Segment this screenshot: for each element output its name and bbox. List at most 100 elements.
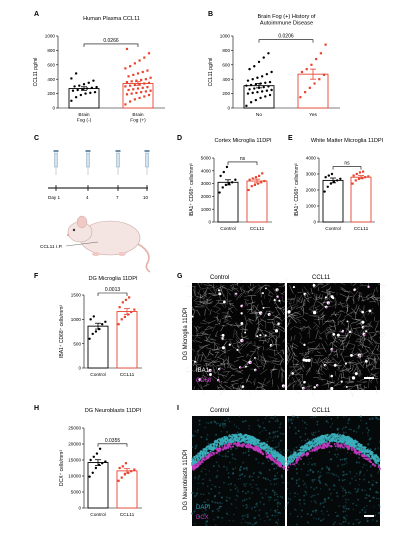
micrograph-process (302, 299, 305, 306)
micrograph-granule-cell (222, 440, 224, 443)
micrograph-dapi-nucleus (208, 478, 211, 480)
micrograph-process (368, 342, 372, 346)
micrograph-dapi-nucleus (225, 419, 227, 422)
micrograph-granule-cell (336, 435, 339, 438)
micrograph-process (253, 305, 261, 313)
chart-e-point (339, 177, 342, 180)
chart-h-point (121, 465, 124, 468)
micrograph-process (297, 320, 302, 324)
chart-d-point (227, 182, 231, 185)
micrograph-dapi-nucleus (220, 431, 223, 433)
micrograph-process (278, 285, 288, 287)
micrograph-dapi-nucleus (319, 502, 322, 505)
micrograph-process (262, 352, 264, 357)
micrograph-process (342, 287, 350, 294)
micrograph-process (202, 351, 207, 359)
micrograph-dapi-nucleus (312, 510, 315, 513)
micrograph-process (293, 294, 297, 304)
micrograph-process (341, 317, 346, 325)
micrograph-process (342, 305, 349, 309)
chart-b-point (268, 80, 272, 84)
chart-e-point (354, 179, 357, 182)
micrograph-process (232, 387, 243, 391)
micrograph-dapi-nucleus (286, 449, 289, 452)
micrograph-process (317, 378, 326, 380)
micrograph-dapi-nucleus (195, 445, 198, 448)
micrograph-granule-cell (241, 439, 243, 441)
chart-h-point (133, 468, 136, 471)
micrograph-granule-cell (308, 446, 311, 449)
chart-a-point (124, 85, 127, 88)
micrograph-process (223, 294, 228, 302)
micrograph-granule-cell (231, 434, 234, 436)
micrograph-granule-cell (220, 438, 224, 441)
micrograph-granule-cell (366, 449, 369, 452)
micrograph-dapi-nucleus (267, 496, 270, 498)
micrograph-dcx-cell (265, 455, 268, 458)
micrograph-dapi-nucleus (275, 477, 278, 480)
micrograph-dapi-nucleus (253, 506, 256, 509)
micrograph-granule-cell (348, 440, 351, 443)
micrograph-dapi-nucleus (259, 518, 261, 520)
micrograph-process (247, 305, 255, 313)
micrograph-dapi-nucleus (332, 473, 336, 476)
micrograph-process (318, 344, 321, 348)
micrograph-process (320, 365, 328, 371)
chart-a-point (135, 91, 138, 94)
micrograph-dapi-nucleus (274, 420, 277, 423)
micrograph-dapi-nucleus (214, 501, 217, 504)
micrograph-process (345, 342, 355, 345)
micrograph-process (346, 362, 354, 364)
micrograph-granule-cell (203, 448, 206, 451)
micrograph-granule-cell (229, 438, 232, 441)
micrograph-dapi-nucleus (364, 496, 367, 499)
micrograph-dapi-nucleus (202, 510, 204, 513)
micrograph-dapi-nucleus (237, 478, 240, 481)
micrograph-process (204, 328, 213, 330)
micrograph-dapi-nucleus (276, 524, 279, 527)
micrograph-dapi-nucleus (289, 492, 291, 495)
micrograph-granule-cell (262, 442, 265, 445)
micrograph-dcx-cell (215, 451, 218, 455)
micrograph-granule-cell (343, 437, 346, 440)
chart-b-point (270, 88, 273, 92)
micrograph-dapi-nucleus (280, 474, 283, 477)
micrograph-dapi-nucleus (305, 484, 307, 487)
chart-a-point (92, 79, 95, 82)
micrograph-dapi-nucleus (276, 498, 278, 501)
micrograph-granule-cell (236, 437, 239, 440)
micrograph-dapi-nucleus (363, 474, 366, 477)
micrograph-dcx-cell (259, 450, 262, 453)
micrograph-dapi-nucleus (266, 415, 268, 418)
chart-b-point (319, 52, 322, 55)
micrograph-dapi-nucleus (208, 492, 210, 495)
micrograph-dapi-nucleus (342, 510, 345, 513)
micrograph-soma (222, 300, 226, 304)
micrograph-dapi-nucleus (281, 496, 284, 499)
micrograph-process (202, 289, 208, 298)
micrograph-dapi-nucleus (193, 492, 195, 494)
micrograph-soma (221, 333, 225, 337)
micrograph-process (299, 353, 304, 355)
chart-a-point (129, 65, 132, 68)
chart-h-point (88, 475, 91, 478)
micrograph-dcx-cell (295, 461, 298, 464)
micrograph-process (353, 352, 359, 356)
micrograph-dapi-nucleus (274, 478, 276, 480)
panel-letter-b: B (208, 11, 213, 18)
micrograph-process (250, 295, 254, 304)
micrograph-dapi-nucleus (341, 458, 344, 461)
micrograph-dcx-cell (241, 443, 245, 446)
micrograph-process (271, 360, 275, 363)
chart-d-ylabel: IBA1⁺ CD68⁺ cells/mm³ (189, 163, 195, 216)
micrograph-process (235, 279, 239, 287)
chart-f-ytick-label: 1000 (71, 317, 82, 322)
micrograph-soma (344, 362, 348, 365)
micrograph-dcx-cell (370, 461, 373, 464)
micrograph-dapi-nucleus (232, 513, 235, 516)
micrograph-granule-cell (210, 448, 213, 451)
micrograph-process (332, 347, 335, 351)
micrograph-dapi-nucleus (229, 482, 233, 485)
micrograph-soma (277, 322, 280, 326)
